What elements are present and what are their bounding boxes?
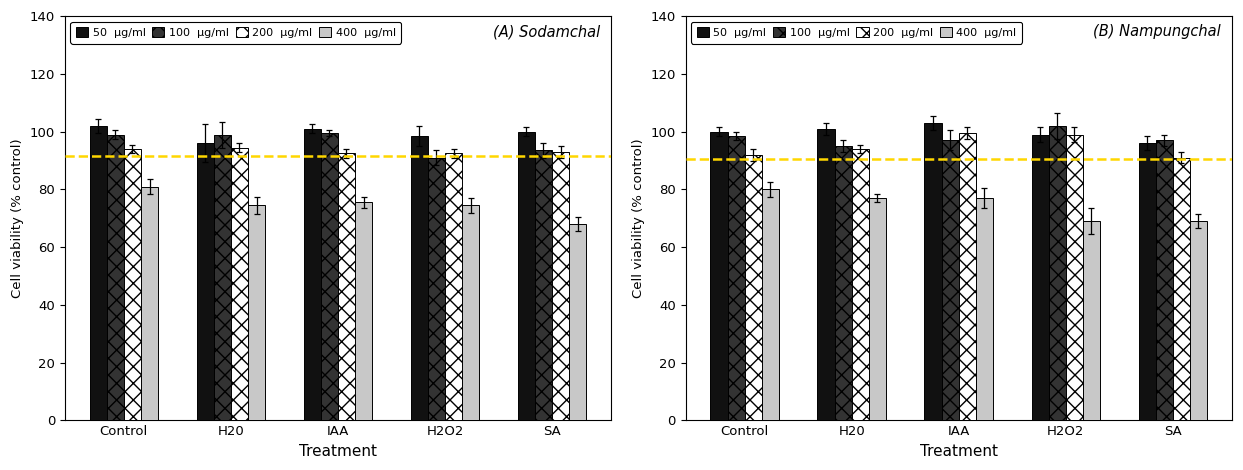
Bar xyxy=(942,141,958,421)
Bar xyxy=(124,149,140,421)
Bar xyxy=(869,198,886,421)
Bar xyxy=(745,155,762,421)
Bar xyxy=(1139,143,1156,421)
Bar xyxy=(249,205,265,421)
Bar xyxy=(410,136,428,421)
Bar xyxy=(762,189,779,421)
Bar xyxy=(569,224,587,421)
Bar xyxy=(428,157,445,421)
Bar xyxy=(355,203,372,421)
Bar xyxy=(140,187,158,421)
Bar xyxy=(89,126,107,421)
Bar xyxy=(1032,134,1049,421)
Bar xyxy=(1156,141,1173,421)
Bar xyxy=(518,132,534,421)
X-axis label: Treatment: Treatment xyxy=(920,444,998,459)
X-axis label: Treatment: Treatment xyxy=(298,444,377,459)
Text: (B) Nampungchal: (B) Nampungchal xyxy=(1093,24,1221,39)
Bar xyxy=(107,134,124,421)
Bar xyxy=(1173,157,1190,421)
Bar xyxy=(851,149,869,421)
Bar xyxy=(1049,126,1065,421)
Bar xyxy=(727,136,745,421)
Bar xyxy=(1190,221,1207,421)
Bar xyxy=(552,152,569,421)
Bar xyxy=(196,143,214,421)
Bar xyxy=(925,123,942,421)
Bar xyxy=(818,129,834,421)
Bar xyxy=(534,150,552,421)
Bar xyxy=(338,153,355,421)
Bar xyxy=(958,133,976,421)
Text: (A) Sodamchal: (A) Sodamchal xyxy=(493,24,600,39)
Bar xyxy=(462,205,480,421)
Bar xyxy=(445,153,462,421)
Bar xyxy=(834,146,851,421)
Bar xyxy=(711,132,727,421)
Bar xyxy=(303,129,321,421)
Legend: 50  μg/ml, 100  μg/ml, 200  μg/ml, 400  μg/ml: 50 μg/ml, 100 μg/ml, 200 μg/ml, 400 μg/m… xyxy=(691,22,1022,44)
Bar xyxy=(976,198,993,421)
Bar xyxy=(1083,221,1100,421)
Bar xyxy=(231,148,249,421)
Y-axis label: Cell viability (% control): Cell viability (% control) xyxy=(11,139,24,298)
Legend: 50  μg/ml, 100  μg/ml, 200  μg/ml, 400  μg/ml: 50 μg/ml, 100 μg/ml, 200 μg/ml, 400 μg/m… xyxy=(71,22,401,44)
Bar xyxy=(1065,134,1083,421)
Bar xyxy=(214,134,231,421)
Bar xyxy=(321,133,338,421)
Y-axis label: Cell viability (% control): Cell viability (% control) xyxy=(631,139,645,298)
